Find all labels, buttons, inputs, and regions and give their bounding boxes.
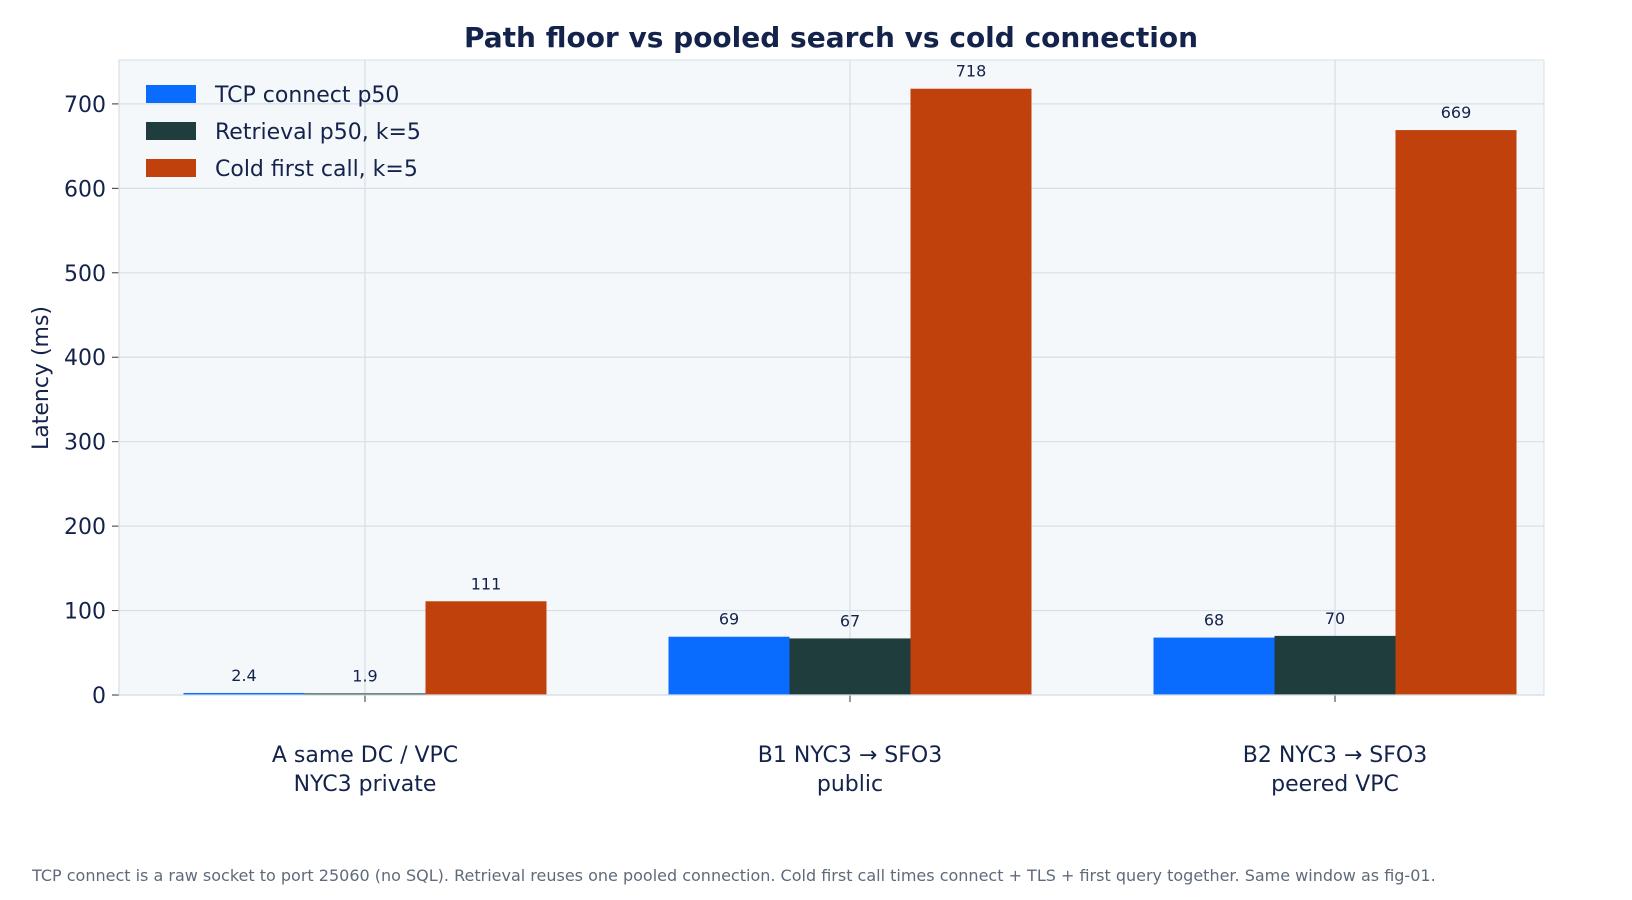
bar-2-1 — [304, 693, 426, 695]
bar-1-3 — [1153, 637, 1275, 695]
bar-3-1 — [425, 601, 547, 695]
x-tick-label: peered VPC — [1271, 772, 1399, 797]
bar-1-1 — [183, 692, 305, 695]
data-label: 69 — [719, 610, 739, 629]
chart-title: Path floor vs pooled search vs cold conn… — [464, 21, 1198, 54]
data-label: 1.9 — [352, 666, 377, 685]
y-tick-label: 700 — [64, 93, 106, 118]
data-label: 111 — [471, 574, 502, 593]
y-tick-label: 600 — [64, 177, 106, 202]
legend-swatch — [146, 122, 196, 140]
data-label: 2.4 — [231, 666, 256, 685]
legend-label: Retrieval p50, k=5 — [215, 120, 421, 145]
legend-label: Cold first call, k=5 — [215, 157, 418, 182]
y-tick-label: 0 — [92, 684, 106, 709]
y-tick-label: 400 — [64, 346, 106, 371]
legend-swatch — [146, 85, 196, 103]
y-tick-label: 500 — [64, 262, 106, 287]
y-tick-label: 100 — [64, 600, 106, 625]
data-label: 67 — [840, 611, 860, 630]
bar-3-3 — [1395, 130, 1517, 696]
bar-3-2 — [910, 88, 1032, 696]
x-tick-label: public — [817, 772, 883, 797]
data-label: 68 — [1204, 611, 1224, 630]
data-label: 70 — [1325, 609, 1345, 628]
data-label: 669 — [1441, 103, 1472, 122]
legend-label: TCP connect p50 — [214, 83, 399, 108]
data-label: 718 — [956, 62, 987, 81]
plot-area — [118, 59, 1545, 696]
chart-footnote: TCP connect is a raw socket to port 2506… — [32, 866, 1436, 885]
x-tick-label: B1 NYC3 → SFO3 — [758, 743, 943, 768]
x-tick-label: NYC3 private — [294, 772, 437, 797]
y-tick-label: 200 — [64, 515, 106, 540]
bar-2-3 — [1274, 635, 1396, 695]
bar-1-2 — [668, 636, 790, 695]
x-tick-label: A same DC / VPC — [272, 743, 458, 768]
y-axis-label: Latency (ms) — [29, 306, 54, 450]
bar-2-2 — [789, 638, 911, 695]
x-tick-label: B2 NYC3 → SFO3 — [1243, 743, 1428, 768]
legend-swatch — [146, 159, 196, 177]
y-tick-label: 300 — [64, 431, 106, 456]
